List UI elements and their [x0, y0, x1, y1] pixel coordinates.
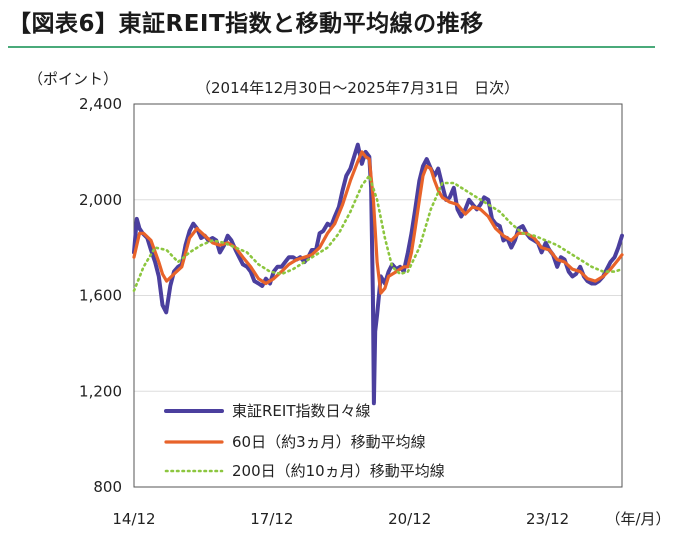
y-axis-unit-label: （ポイント） [28, 70, 119, 88]
legend-label-1: 60日（約3ヵ月）移動平均線 [232, 433, 426, 451]
plot-frame [133, 103, 623, 488]
series-line-2 [132, 174, 624, 292]
series-line-1 [132, 150, 624, 295]
series-group [132, 142, 624, 406]
chart-title: 【図表6】東証REIT指数と移動平均線の推移 [8, 11, 484, 37]
chart-subtitle: （2014年12月30日～2025年7月31日 日次） [196, 79, 520, 97]
title-rule [8, 46, 655, 48]
x-tick-labels: 14/12 17/12 20/12 23/12 （年/月） [112, 510, 670, 528]
x-axis-unit-label: （年/月） [605, 510, 670, 528]
y-tick-label: 1,200 [79, 382, 122, 400]
y-tick-label: 1,600 [79, 287, 122, 305]
x-tick-label: 14/12 [112, 510, 155, 528]
y-tick-label: 800 [93, 478, 122, 496]
y-tick-label: 2,000 [79, 191, 122, 209]
legend-label-0: 東証REIT指数日々線 [232, 402, 371, 420]
x-tick-label: 23/12 [526, 510, 569, 528]
legend: 東証REIT指数日々線 60日（約3ヵ月）移動平均線 200日（約10ヵ月）移動平均… [164, 402, 445, 480]
x-tick-label: 20/12 [388, 510, 431, 528]
y-tick-label: 2,400 [79, 95, 122, 113]
legend-label-2: 200日（約10ヵ月）移動平均線 [232, 462, 445, 480]
y-tick-labels: 800 1,200 1,600 2,000 2,400 [79, 95, 122, 496]
x-tick-label: 17/12 [250, 510, 293, 528]
